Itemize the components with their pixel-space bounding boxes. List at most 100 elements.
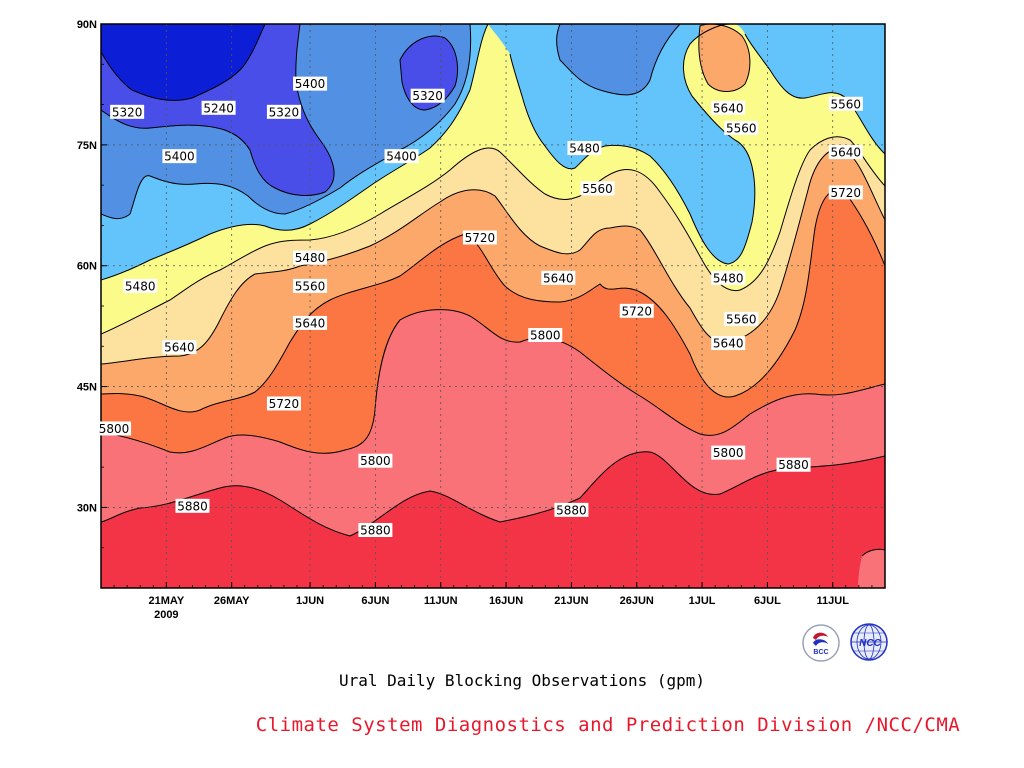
contour-label: 5640 — [541, 270, 576, 285]
y-tick-label: 90N — [77, 19, 97, 31]
band-below-5240 — [101, 24, 265, 101]
y-tick-label: 60N — [77, 261, 97, 273]
bcc-logo: BCC — [802, 624, 840, 662]
contour-label-text: 5560 — [831, 97, 862, 111]
contour-label-text: 5880 — [360, 523, 391, 537]
contour-line — [101, 148, 885, 365]
x-tick-label: 1JUL — [689, 595, 716, 607]
contour-label: 5800 — [528, 328, 563, 343]
contour-label: 5880 — [175, 498, 210, 513]
contour-label: 5560 — [580, 181, 615, 196]
contour-label-text: 5720 — [269, 397, 300, 411]
logos: BCC NCC — [802, 623, 888, 662]
contour-label-text: 5640 — [295, 316, 326, 330]
contour-line — [101, 24, 266, 101]
contour-label-text: 5720 — [831, 186, 862, 200]
svg-text:NCC: NCC — [859, 638, 881, 649]
contour-label: 5560 — [724, 311, 759, 326]
contour-label: 5560 — [293, 278, 328, 293]
x-tick-label: 6JUL — [754, 595, 781, 607]
y-tick-label: 45N — [77, 382, 97, 394]
contour-label: 5720 — [462, 230, 497, 245]
x-tick-label: 21JUN — [554, 595, 588, 607]
contour-label: 5480 — [293, 250, 328, 265]
contour-label-text: 5800 — [530, 329, 561, 343]
contour-line — [861, 548, 885, 557]
x-tick-label: 16JUN — [489, 595, 523, 607]
contour-label: 5560 — [828, 96, 863, 111]
contour-label: 5640 — [162, 340, 197, 355]
contour-label-text: 5800 — [99, 422, 130, 436]
band-5240-5320 — [858, 549, 885, 588]
contour-label-text: 5480 — [125, 279, 156, 293]
chart-credit: Climate System Diagnostics and Predictio… — [255, 714, 961, 736]
contour-label: 5800 — [97, 421, 132, 436]
contour-label: 5640 — [711, 100, 746, 115]
contour-label: 5400 — [162, 149, 197, 164]
x-tick-label: 11JUN — [424, 595, 458, 607]
contour-label: 5320 — [410, 88, 445, 103]
contour-label: 5400 — [384, 149, 419, 164]
contour-label-text: 5640 — [831, 146, 862, 160]
contour-label: 5800 — [711, 445, 746, 460]
contour-line — [101, 24, 458, 196]
contour-label-text: 5640 — [543, 271, 574, 285]
contour-line — [698, 24, 751, 92]
contour-label: 5560 — [724, 120, 759, 135]
contour-label-text: 5880 — [556, 503, 587, 517]
contour-label: 5720 — [828, 185, 863, 200]
svg-text:BCC: BCC — [813, 649, 828, 656]
contour-line — [101, 189, 885, 413]
contour-chart: 21MAY 2009 26MAY 1JUN 6JUN 11JUN 16JUN 21JUN 26J… — [77, 19, 886, 621]
contour-label-text: 5560 — [295, 279, 326, 293]
contour-label: 5240 — [201, 100, 236, 115]
contour-label: 5880 — [554, 502, 589, 517]
contour-label-text: 5320 — [269, 105, 300, 119]
contour-line — [101, 136, 885, 335]
contour-label-text: 5560 — [582, 182, 613, 196]
ncc-logo: NCC — [850, 623, 888, 661]
contour-label: 5720 — [266, 396, 301, 411]
x-tick-year: 2009 — [154, 609, 178, 621]
contour-label-text: 5640 — [713, 337, 744, 351]
contour-label: 5320 — [266, 104, 301, 119]
contour-label-text: 5400 — [164, 150, 195, 164]
y-tick-label: 30N — [77, 502, 97, 514]
contour-label: 5320 — [110, 104, 145, 119]
contour-label-text: 5320 — [112, 105, 143, 119]
contour-label-text: 5640 — [164, 341, 195, 355]
contour-label-text: 5880 — [177, 499, 208, 513]
contour-label-text: 5800 — [360, 454, 391, 468]
band-5560-5640 — [698, 24, 750, 92]
contour-label: 5400 — [293, 76, 328, 91]
contour-label-text: 5720 — [465, 231, 496, 245]
y-tick-label: 75N — [77, 140, 97, 152]
x-tick-label: 1JUN — [296, 595, 324, 607]
contour-label: 5480 — [567, 141, 602, 156]
chart-title: Ural Daily Blocking Observations (gpm) — [338, 671, 706, 690]
x-tick-label: 21MAY — [148, 595, 184, 607]
contour-label-text: 5480 — [569, 142, 600, 156]
contour-label: 5640 — [293, 315, 328, 330]
x-tick-label: 26MAY — [214, 595, 250, 607]
x-tick-label: 6JUN — [361, 595, 389, 607]
contour-label: 5880 — [776, 457, 811, 472]
contour-label: 5640 — [711, 336, 746, 351]
contour-line — [101, 451, 885, 537]
contour-label: 5720 — [619, 303, 654, 318]
contour-label-text: 5560 — [726, 312, 757, 326]
contour-label-text: 5720 — [621, 304, 652, 318]
contour-label: 5800 — [358, 453, 393, 468]
contour-label-text: 5320 — [412, 89, 443, 103]
contour-line — [101, 309, 885, 454]
contour-label-text: 5480 — [713, 271, 744, 285]
contour-label-text: 5400 — [386, 150, 417, 164]
contour-label-text: 5240 — [203, 101, 234, 115]
contour-label: 5480 — [711, 270, 746, 285]
contour-label-text: 5640 — [713, 101, 744, 115]
contour-label: 5480 — [123, 278, 158, 293]
contour-label-text: 5880 — [778, 458, 809, 472]
axis-ticks: 21MAY 2009 26MAY 1JUN 6JUN 11JUN 16JUN 21JUN 26J… — [77, 19, 886, 621]
contour-line — [101, 24, 885, 281]
contour-label-text: 5480 — [295, 251, 326, 265]
